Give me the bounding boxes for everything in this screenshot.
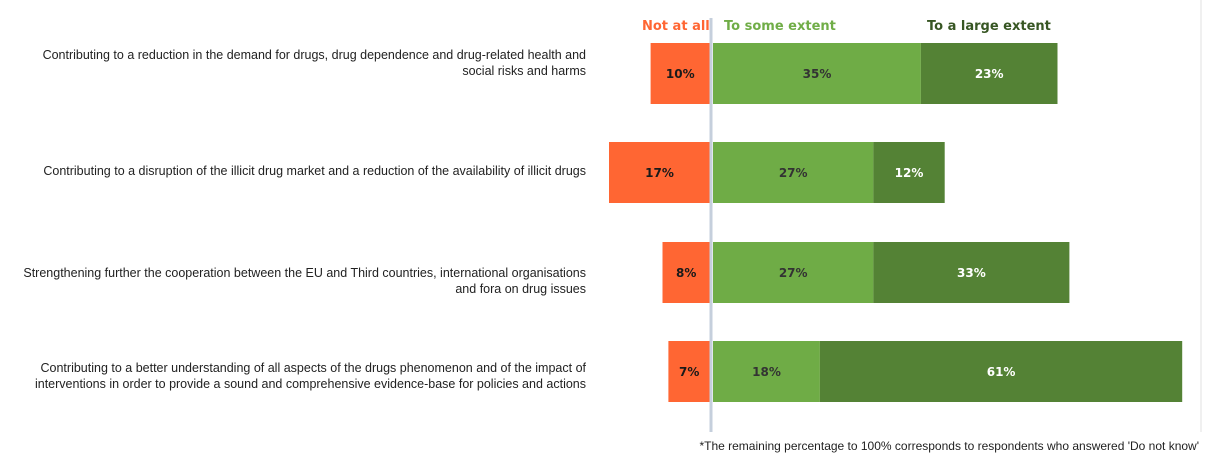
legend-to-some-extent: To some extent <box>724 19 836 34</box>
bar-to-a-large-extent-3 <box>873 242 1070 303</box>
category-label-4: Contributing to a better understanding o… <box>34 361 586 391</box>
bar-to-some-extent-4 <box>713 341 820 402</box>
value-label-not-at-all-3: 8% <box>676 266 696 280</box>
bars-group <box>609 43 1183 402</box>
value-label-not-at-all-4: 7% <box>679 365 699 379</box>
value-label-to-some-extent-1: 35% <box>803 67 832 81</box>
bar-to-a-large-extent-2 <box>873 142 945 203</box>
value-labels-group: 10% 35% 23% 17% 27% 12% 8% 27% 33% 7% 18% 61% <box>645 67 1015 379</box>
category-label-3: Strengthening further the cooperation be… <box>23 266 586 296</box>
bar-to-some-extent-1 <box>713 43 921 104</box>
value-label-not-at-all-2: 17% <box>645 166 674 180</box>
legend-to-a-large-extent: To a large extent <box>927 19 1051 34</box>
bar-not-at-all-4 <box>668 341 710 402</box>
footnote: *The remaining percentage to 100% corres… <box>699 439 1199 453</box>
legend-not-at-all: Not at all <box>642 19 710 34</box>
value-label-to-a-large-extent-1: 23% <box>975 67 1004 81</box>
bar-to-some-extent-2 <box>713 142 874 203</box>
value-label-to-some-extent-2: 27% <box>779 166 808 180</box>
bar-to-a-large-extent-4 <box>819 341 1183 402</box>
value-label-to-a-large-extent-3: 33% <box>957 266 986 280</box>
bar-not-at-all-3 <box>662 242 710 303</box>
bar-to-a-large-extent-1 <box>920 43 1058 104</box>
category-label-1: Contributing to a reduction in the deman… <box>42 48 586 78</box>
bar-not-at-all-2 <box>609 142 710 203</box>
value-label-to-some-extent-4: 18% <box>752 365 781 379</box>
value-label-to-a-large-extent-2: 12% <box>895 166 924 180</box>
category-label-2: Contributing to a disruption of the illi… <box>43 164 586 178</box>
value-label-not-at-all-1: 10% <box>666 67 695 81</box>
value-label-to-a-large-extent-4: 61% <box>987 365 1016 379</box>
bar-to-some-extent-3 <box>713 242 874 303</box>
value-label-to-some-extent-3: 27% <box>779 266 808 280</box>
bar-not-at-all-1 <box>650 43 710 104</box>
